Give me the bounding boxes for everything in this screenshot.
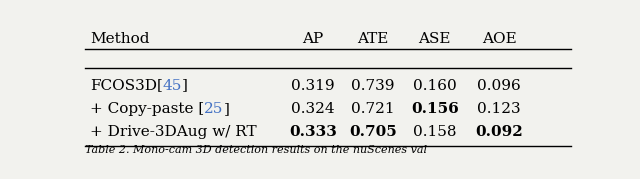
Text: 0.705: 0.705 [349,125,397,139]
Text: AOE: AOE [482,32,516,46]
Text: 0.324: 0.324 [291,102,335,116]
Text: 0.739: 0.739 [351,79,394,93]
Text: 25: 25 [204,102,223,116]
Text: 45: 45 [163,79,182,93]
Text: 0.123: 0.123 [477,102,521,116]
Text: 0.721: 0.721 [351,102,394,116]
Text: 0.096: 0.096 [477,79,521,93]
Text: + Copy-paste [: + Copy-paste [ [90,102,204,116]
Text: ]: ] [182,79,188,93]
Text: Table 2. Mono-cam 3D detection results on the nuScenes val: Table 2. Mono-cam 3D detection results o… [85,145,427,155]
Text: + Drive-3DAug w/ RT: + Drive-3DAug w/ RT [90,125,257,139]
Text: ASE: ASE [419,32,451,46]
Text: ATE: ATE [357,32,388,46]
Text: 0.160: 0.160 [413,79,456,93]
Text: Method: Method [90,32,149,46]
Text: 0.092: 0.092 [476,125,523,139]
Text: ]: ] [223,102,229,116]
Text: 0.158: 0.158 [413,125,456,139]
Text: FCOS3D[: FCOS3D[ [90,79,163,93]
Text: AP: AP [303,32,324,46]
Text: 0.319: 0.319 [291,79,335,93]
Text: 0.156: 0.156 [411,102,458,116]
Text: 0.333: 0.333 [289,125,337,139]
